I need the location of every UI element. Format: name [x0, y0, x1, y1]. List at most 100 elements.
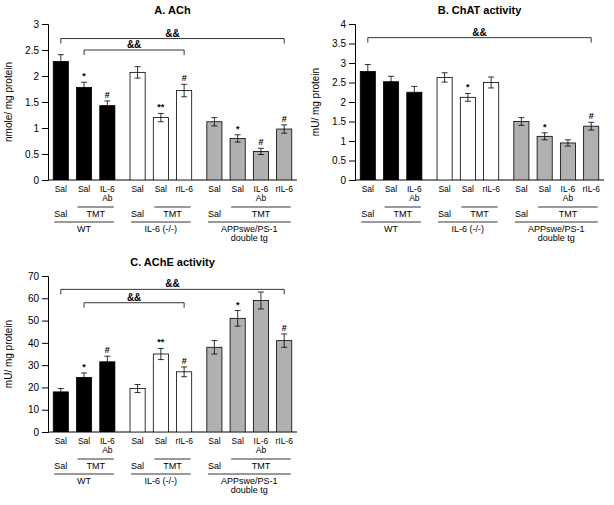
group-label: Sal [54, 209, 67, 219]
y-tick-label: 1 [340, 136, 346, 147]
y-tick-mark [42, 76, 48, 77]
x-tick-label: Sal [362, 184, 374, 194]
text-line: Sal [55, 436, 67, 446]
y-axis-line [42, 25, 49, 181]
group-label: TMT [252, 461, 271, 471]
x-tick-label: Sal [55, 184, 67, 194]
x-tick-label: Sal [131, 184, 143, 194]
text-line: TMT [163, 461, 182, 471]
bracket [84, 50, 184, 55]
significance-label: # [282, 114, 287, 124]
text-line: Sal [54, 461, 67, 471]
significance-label: * [236, 300, 240, 310]
group-label: IL-6 (-/-) [452, 224, 485, 234]
x-tick-label: Sal [55, 436, 67, 446]
text-line: Ab [102, 445, 113, 455]
text-line: WT [384, 224, 398, 234]
significance-label: * [82, 362, 86, 372]
panel: 010203040506070*#**#*#&&&&SalSalIL-6AbSa… [3, 256, 297, 495]
y-tick-mark [42, 102, 48, 103]
error-bar [235, 135, 241, 142]
error-bar [258, 292, 264, 309]
x-tick-label: Sal [78, 184, 90, 194]
y-tick-mark [42, 276, 48, 277]
error-bar [281, 334, 287, 347]
y-tick-label: 30 [28, 360, 40, 371]
error-bar [58, 55, 64, 69]
group-label: TMT [252, 209, 271, 219]
group-label: TMT [163, 209, 182, 219]
text-line: WT [77, 224, 91, 234]
error-bar [135, 385, 141, 393]
text-line: rIL-6 [482, 184, 500, 194]
y-tick-mark [42, 410, 48, 411]
text-line: Sal [208, 209, 221, 219]
group-underline [78, 207, 114, 208]
bracket [368, 38, 591, 43]
text-line: TMT [470, 209, 489, 219]
group-label: TMT [559, 209, 578, 219]
y-tick-mark [42, 50, 48, 51]
bracket-label: && [165, 278, 179, 289]
text-line: Sal [361, 209, 374, 219]
text-line: Sal [438, 209, 451, 219]
y-tick-mark [349, 63, 355, 64]
x-tick-label: IL-6Ab [254, 436, 269, 455]
bar [407, 92, 422, 180]
y-tick-label: 40 [28, 338, 40, 349]
group-label: Sal [208, 209, 221, 219]
bar [53, 61, 68, 180]
y-axis-title: nmole/ mg protein [3, 62, 14, 142]
group-label: TMT [86, 209, 105, 219]
figure: 00.511.522.53*#**#*##&&&&SalSalIL-6AbSal… [0, 0, 614, 505]
y-tick-label: 4 [340, 19, 346, 30]
group-label: TMT [393, 209, 412, 219]
x-tick-label: Sal [131, 436, 143, 446]
title: B. ChAT activity [438, 4, 522, 16]
y-tick-mark [42, 432, 48, 433]
text-line: Ab [256, 193, 267, 203]
group-underline [208, 474, 291, 475]
error-bar [488, 77, 494, 88]
x-tick-label: IL-6Ab [561, 184, 576, 203]
plot-area: 010203040506070*#**#*#&&&&SalSalIL-6AbSa… [3, 256, 297, 495]
y-tick: 40 [28, 338, 48, 349]
y-tick: 3 [33, 19, 48, 30]
y-tick-label: 1.5 [25, 97, 39, 108]
group-underline [385, 207, 421, 208]
title: C. AChE activity [130, 256, 215, 268]
bar [77, 377, 92, 432]
bar [177, 91, 192, 180]
x-tick-label: Sal [155, 436, 167, 446]
x-tick-label: Sal [515, 184, 527, 194]
error-bar [211, 118, 217, 126]
y-tick-mark [42, 180, 48, 181]
text-line: Sal [539, 184, 551, 194]
bars [360, 65, 599, 180]
y-axis-title: mU/ mg protein [310, 68, 321, 136]
y-tick-mark [42, 387, 48, 388]
x-tick-label: rIL-6 [175, 436, 193, 446]
group-underline [154, 459, 190, 460]
group-label: TMT [163, 461, 182, 471]
text-line: Sal [208, 184, 220, 194]
x-tick-label: Sal [232, 436, 244, 446]
bar [207, 122, 222, 180]
y-tick: 2 [340, 97, 355, 108]
group-underline [461, 207, 497, 208]
group-label: APPswe/PS-1double tg [221, 476, 278, 495]
error-bar [181, 367, 187, 377]
text-line: TMT [559, 209, 578, 219]
y-tick-label: 2 [340, 97, 346, 108]
y-tick: 1.5 [25, 97, 48, 108]
y-tick: 30 [28, 360, 48, 371]
text-line: rIL-6 [175, 184, 193, 194]
y-axis: 00.511.522.53 [25, 19, 48, 186]
error-bar [388, 76, 394, 87]
error-bar [58, 389, 64, 396]
text-line: IL-6 (-/-) [452, 224, 485, 234]
bracket [61, 289, 284, 294]
y-axis-line [349, 25, 356, 181]
y-tick-mark [42, 343, 48, 344]
bars [53, 292, 292, 432]
